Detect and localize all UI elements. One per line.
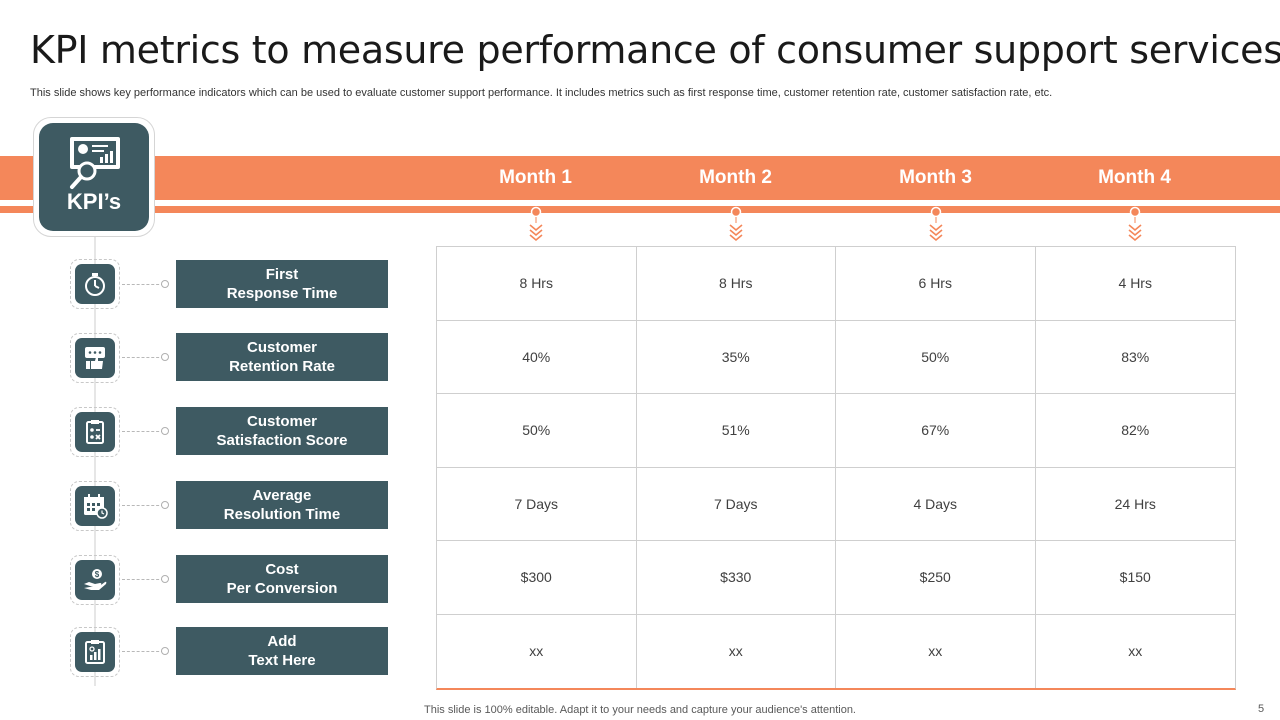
table-cell: 8 Hrs	[636, 247, 836, 321]
metric-label-line1: Average	[252, 487, 312, 504]
chevron-down-marker-icon	[1128, 206, 1142, 242]
chevron-down-marker-icon	[729, 206, 743, 242]
month-header-2: Month 2	[699, 167, 772, 188]
slide-subtitle: This slide shows key performance indicat…	[30, 87, 1053, 99]
table-cell: xx	[1128, 643, 1143, 660]
chevron-down-marker-icon	[529, 206, 543, 242]
table-cell: 40%	[437, 320, 637, 394]
table-cell: 7 Days	[437, 467, 637, 541]
stopwatch-icon	[85, 273, 105, 296]
month-header-3: Month 3	[899, 167, 972, 188]
month-header-1: Month 1	[499, 167, 572, 188]
dashed-connector	[122, 431, 164, 432]
metric-label-line1: Cost	[265, 561, 299, 578]
table-cell: 67%	[836, 394, 1036, 468]
table-cell: 4 Days	[836, 467, 1036, 541]
table-cell: $250	[836, 541, 1036, 615]
dashed-connector	[122, 284, 164, 285]
table-cell: xx	[437, 614, 637, 688]
table-cell: 8 Hrs	[437, 247, 637, 321]
metric-label-line1: Customer	[246, 339, 317, 356]
svg-text:$: $	[95, 570, 100, 579]
metric-icon-frame	[70, 259, 120, 309]
metric-label-customer-satisfaction-score: Customer Satisfaction Score	[176, 407, 388, 455]
timeline-spine	[94, 236, 96, 686]
metric-label-add-text-here: Add Text Here	[176, 627, 388, 675]
metric-label-line2: Text Here	[248, 652, 316, 669]
metric-label-cost-per-conversion: Cost Per Conversion	[176, 555, 388, 603]
table-cell: $150	[1035, 541, 1235, 615]
table-cell: 50%	[437, 394, 637, 468]
metric-icon-frame	[70, 407, 120, 457]
metric-icon-frame	[70, 627, 120, 677]
clipboard-checklist-icon	[86, 420, 104, 444]
connector-dot	[161, 501, 169, 509]
header-band-accent-line	[0, 206, 1280, 213]
table-cell: 7 Days	[636, 467, 836, 541]
metric-label-line2: Per Conversion	[226, 580, 338, 597]
connector-dot	[161, 353, 169, 361]
table-cell: 83%	[1035, 321, 1235, 394]
dashed-connector	[122, 505, 164, 506]
table-cell: 24 Hrs	[1035, 468, 1235, 541]
table-cell: 35%	[636, 320, 836, 394]
table-cell: xx	[836, 614, 1036, 688]
table-cell: $330	[636, 541, 836, 615]
metric-label-average-resolution-time: Average Resolution Time	[176, 481, 388, 529]
metric-icon-frame	[70, 481, 120, 531]
metric-label-line2: Resolution Time	[223, 506, 341, 523]
table-cell: 82%	[1035, 394, 1235, 468]
dashed-connector	[122, 651, 164, 652]
table-cell: 51%	[636, 394, 836, 468]
connector-dot	[161, 427, 169, 435]
table-cell: $300	[437, 541, 637, 615]
slide-title: KPI metrics to measure performance of co…	[30, 28, 1280, 72]
table-cell: 4 Hrs	[1035, 247, 1235, 321]
page-number: 5	[1258, 703, 1265, 715]
thumbs-up-chat-icon	[85, 347, 105, 369]
dashed-connector	[122, 579, 164, 580]
hand-coin-icon: $	[84, 569, 107, 590]
kpi-data-table: 8 Hrs 8 Hrs 6 Hrs 4 Hrs 40% 35% 50% 83% …	[436, 246, 1236, 690]
table-cell: 50%	[836, 320, 1036, 394]
metric-label-first-response-time: First Response Time	[176, 260, 388, 308]
metric-icon-frame: $	[70, 555, 120, 605]
table-cell: xx	[637, 614, 836, 688]
connector-dot	[161, 647, 169, 655]
metric-label-line2: Response Time	[226, 285, 338, 302]
presentation-search-icon	[70, 137, 120, 189]
header-band	[0, 156, 1280, 200]
metric-label-line1: Add	[267, 633, 297, 650]
clipboard-chart-icon	[85, 640, 105, 664]
kpi-header-card: KPI’s	[33, 117, 155, 237]
metric-label-line1: First	[265, 266, 299, 283]
chevron-down-marker-icon	[929, 206, 943, 242]
metric-label-line2: Satisfaction Score	[216, 432, 348, 449]
metric-label-customer-retention-rate: Customer Retention Rate	[176, 333, 388, 381]
metric-icon-frame	[70, 333, 120, 383]
connector-dot	[161, 280, 169, 288]
dashed-connector	[122, 357, 164, 358]
kpi-header-label: KPI’s	[66, 189, 122, 214]
table-cell: 6 Hrs	[836, 247, 1036, 321]
connector-dot	[161, 575, 169, 583]
slide-footer: This slide is 100% editable. Adapt it to…	[424, 704, 856, 716]
metric-label-line2: Retention Rate	[229, 358, 335, 375]
month-header-4: Month 4	[1098, 167, 1171, 188]
metric-label-line1: Customer	[246, 413, 317, 430]
calendar-clock-icon	[84, 494, 108, 519]
